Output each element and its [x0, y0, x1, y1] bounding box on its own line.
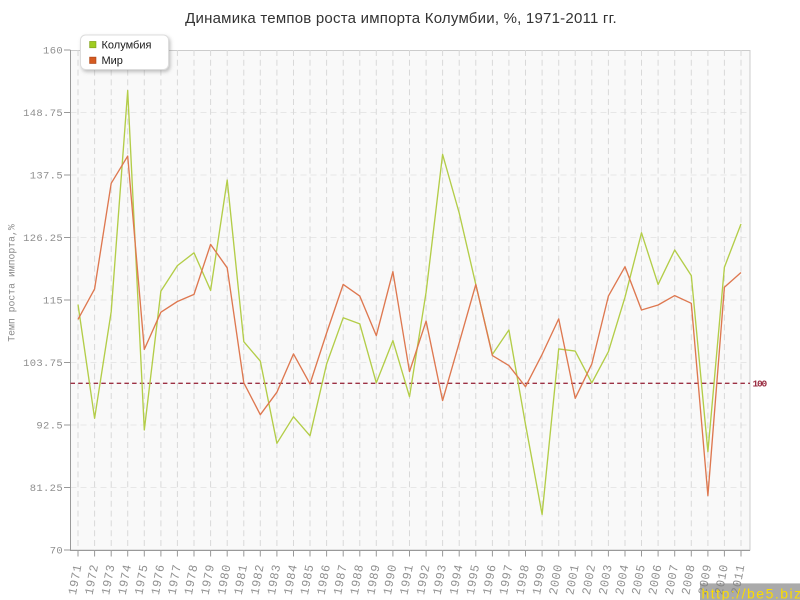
svg-text:115: 115 — [43, 296, 63, 308]
svg-text:148.75: 148.75 — [23, 108, 63, 120]
svg-text:1978: 1978 — [182, 563, 202, 596]
svg-text:1997: 1997 — [497, 563, 517, 596]
svg-text:100: 100 — [753, 379, 768, 390]
svg-text:1992: 1992 — [414, 563, 434, 596]
svg-text:1999: 1999 — [530, 563, 550, 596]
svg-text:1989: 1989 — [364, 563, 384, 596]
svg-text:160: 160 — [43, 46, 63, 58]
svg-text:1994: 1994 — [447, 563, 467, 596]
svg-text:1985: 1985 — [298, 563, 318, 596]
svg-text:103.75: 103.75 — [23, 358, 63, 370]
svg-text:1983: 1983 — [265, 563, 285, 596]
svg-text:1987: 1987 — [331, 563, 351, 596]
svg-text:1990: 1990 — [381, 563, 401, 596]
svg-text:http://be5.biz/: http://be5.biz/ — [702, 586, 800, 600]
svg-text:1998: 1998 — [513, 563, 533, 596]
svg-text:1974: 1974 — [116, 563, 136, 596]
svg-text:2004: 2004 — [613, 563, 633, 596]
svg-text:1981: 1981 — [232, 563, 252, 596]
svg-text:1975: 1975 — [132, 563, 152, 596]
svg-text:1995: 1995 — [464, 563, 484, 596]
svg-text:1988: 1988 — [348, 563, 368, 596]
svg-text:1993: 1993 — [431, 563, 451, 596]
svg-text:1980: 1980 — [215, 563, 235, 596]
svg-text:1979: 1979 — [199, 563, 219, 596]
svg-text:1996: 1996 — [480, 563, 500, 596]
svg-text:126.25: 126.25 — [23, 233, 63, 245]
svg-text:2002: 2002 — [580, 563, 600, 596]
svg-text:137.5: 137.5 — [30, 171, 63, 183]
svg-text:1976: 1976 — [149, 563, 169, 596]
svg-text:2001: 2001 — [563, 563, 583, 596]
svg-text:1973: 1973 — [99, 563, 119, 596]
svg-text:1984: 1984 — [281, 563, 301, 596]
svg-text:Темп роста импорта,%: Темп роста импорта,% — [7, 224, 18, 342]
svg-text:70: 70 — [50, 546, 63, 558]
svg-text:81.25: 81.25 — [30, 483, 63, 495]
svg-text:1972: 1972 — [83, 563, 103, 596]
svg-text:Динамика темпов роста импорта: Динамика темпов роста импорта Колумбии, … — [185, 10, 617, 27]
svg-text:1982: 1982 — [248, 563, 268, 596]
svg-text:92.5: 92.5 — [36, 421, 63, 433]
svg-text:Колумбия: Колумбия — [102, 40, 152, 52]
svg-text:1977: 1977 — [165, 563, 185, 596]
svg-text:Мир: Мир — [102, 55, 123, 67]
svg-text:1986: 1986 — [315, 563, 335, 596]
svg-text:1991: 1991 — [397, 563, 417, 596]
svg-text:1971: 1971 — [66, 563, 86, 596]
svg-text:2005: 2005 — [629, 563, 649, 596]
svg-text:2007: 2007 — [663, 563, 683, 596]
svg-text:2003: 2003 — [596, 563, 616, 596]
svg-text:2000: 2000 — [547, 563, 567, 596]
svg-text:2006: 2006 — [646, 563, 666, 596]
svg-text:2008: 2008 — [679, 563, 699, 596]
